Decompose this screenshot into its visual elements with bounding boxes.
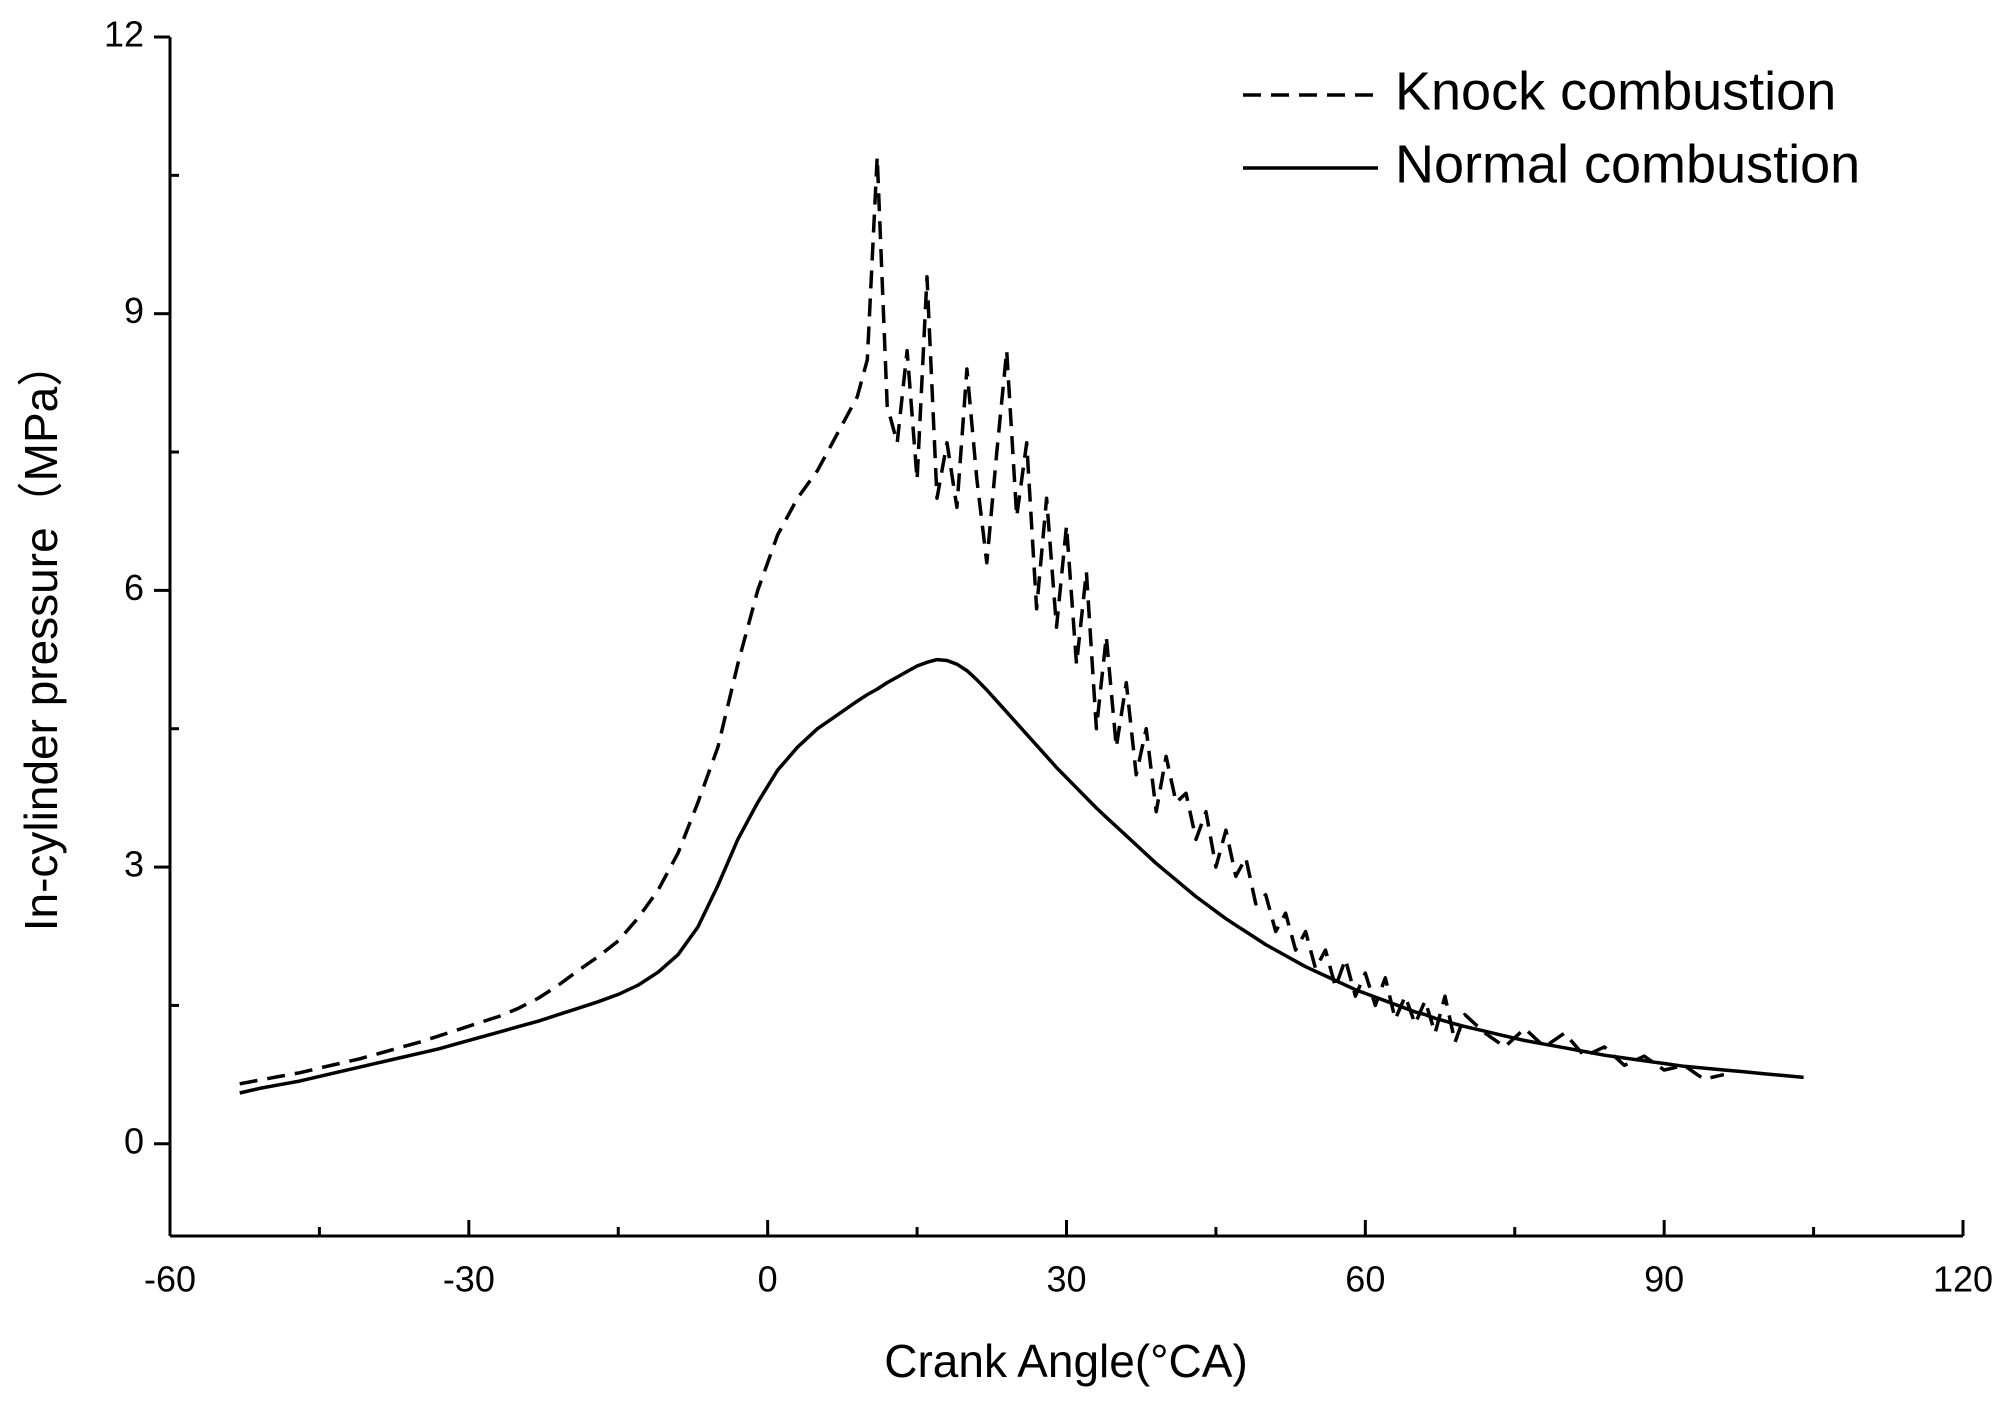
- y-axis-label: In-cylinder pressure（MPa）: [15, 341, 67, 932]
- y-tick-label: 3: [124, 844, 144, 885]
- x-tick-label: 120: [1933, 1259, 1993, 1300]
- data-line: [239, 155, 1725, 1086]
- y-tick-label: 0: [124, 1120, 144, 1161]
- x-axis-label: Crank Angle(°CA): [884, 1335, 1248, 1387]
- x-tick-label: -30: [443, 1259, 495, 1300]
- x-tick-label: 30: [1046, 1259, 1086, 1300]
- data-line: [239, 657, 1804, 1095]
- y-tick-label: 12: [104, 14, 144, 55]
- x-tick-label: 0: [758, 1259, 778, 1300]
- legend-label: Normal combustion: [1395, 134, 1860, 194]
- x-tick-label: -60: [144, 1259, 196, 1300]
- y-tick-label: 6: [124, 567, 144, 608]
- x-tick-label: 90: [1644, 1259, 1684, 1300]
- x-tick-label: 60: [1345, 1259, 1385, 1300]
- legend-label: Knock combustion: [1395, 61, 1836, 121]
- y-tick-label: 9: [124, 290, 144, 331]
